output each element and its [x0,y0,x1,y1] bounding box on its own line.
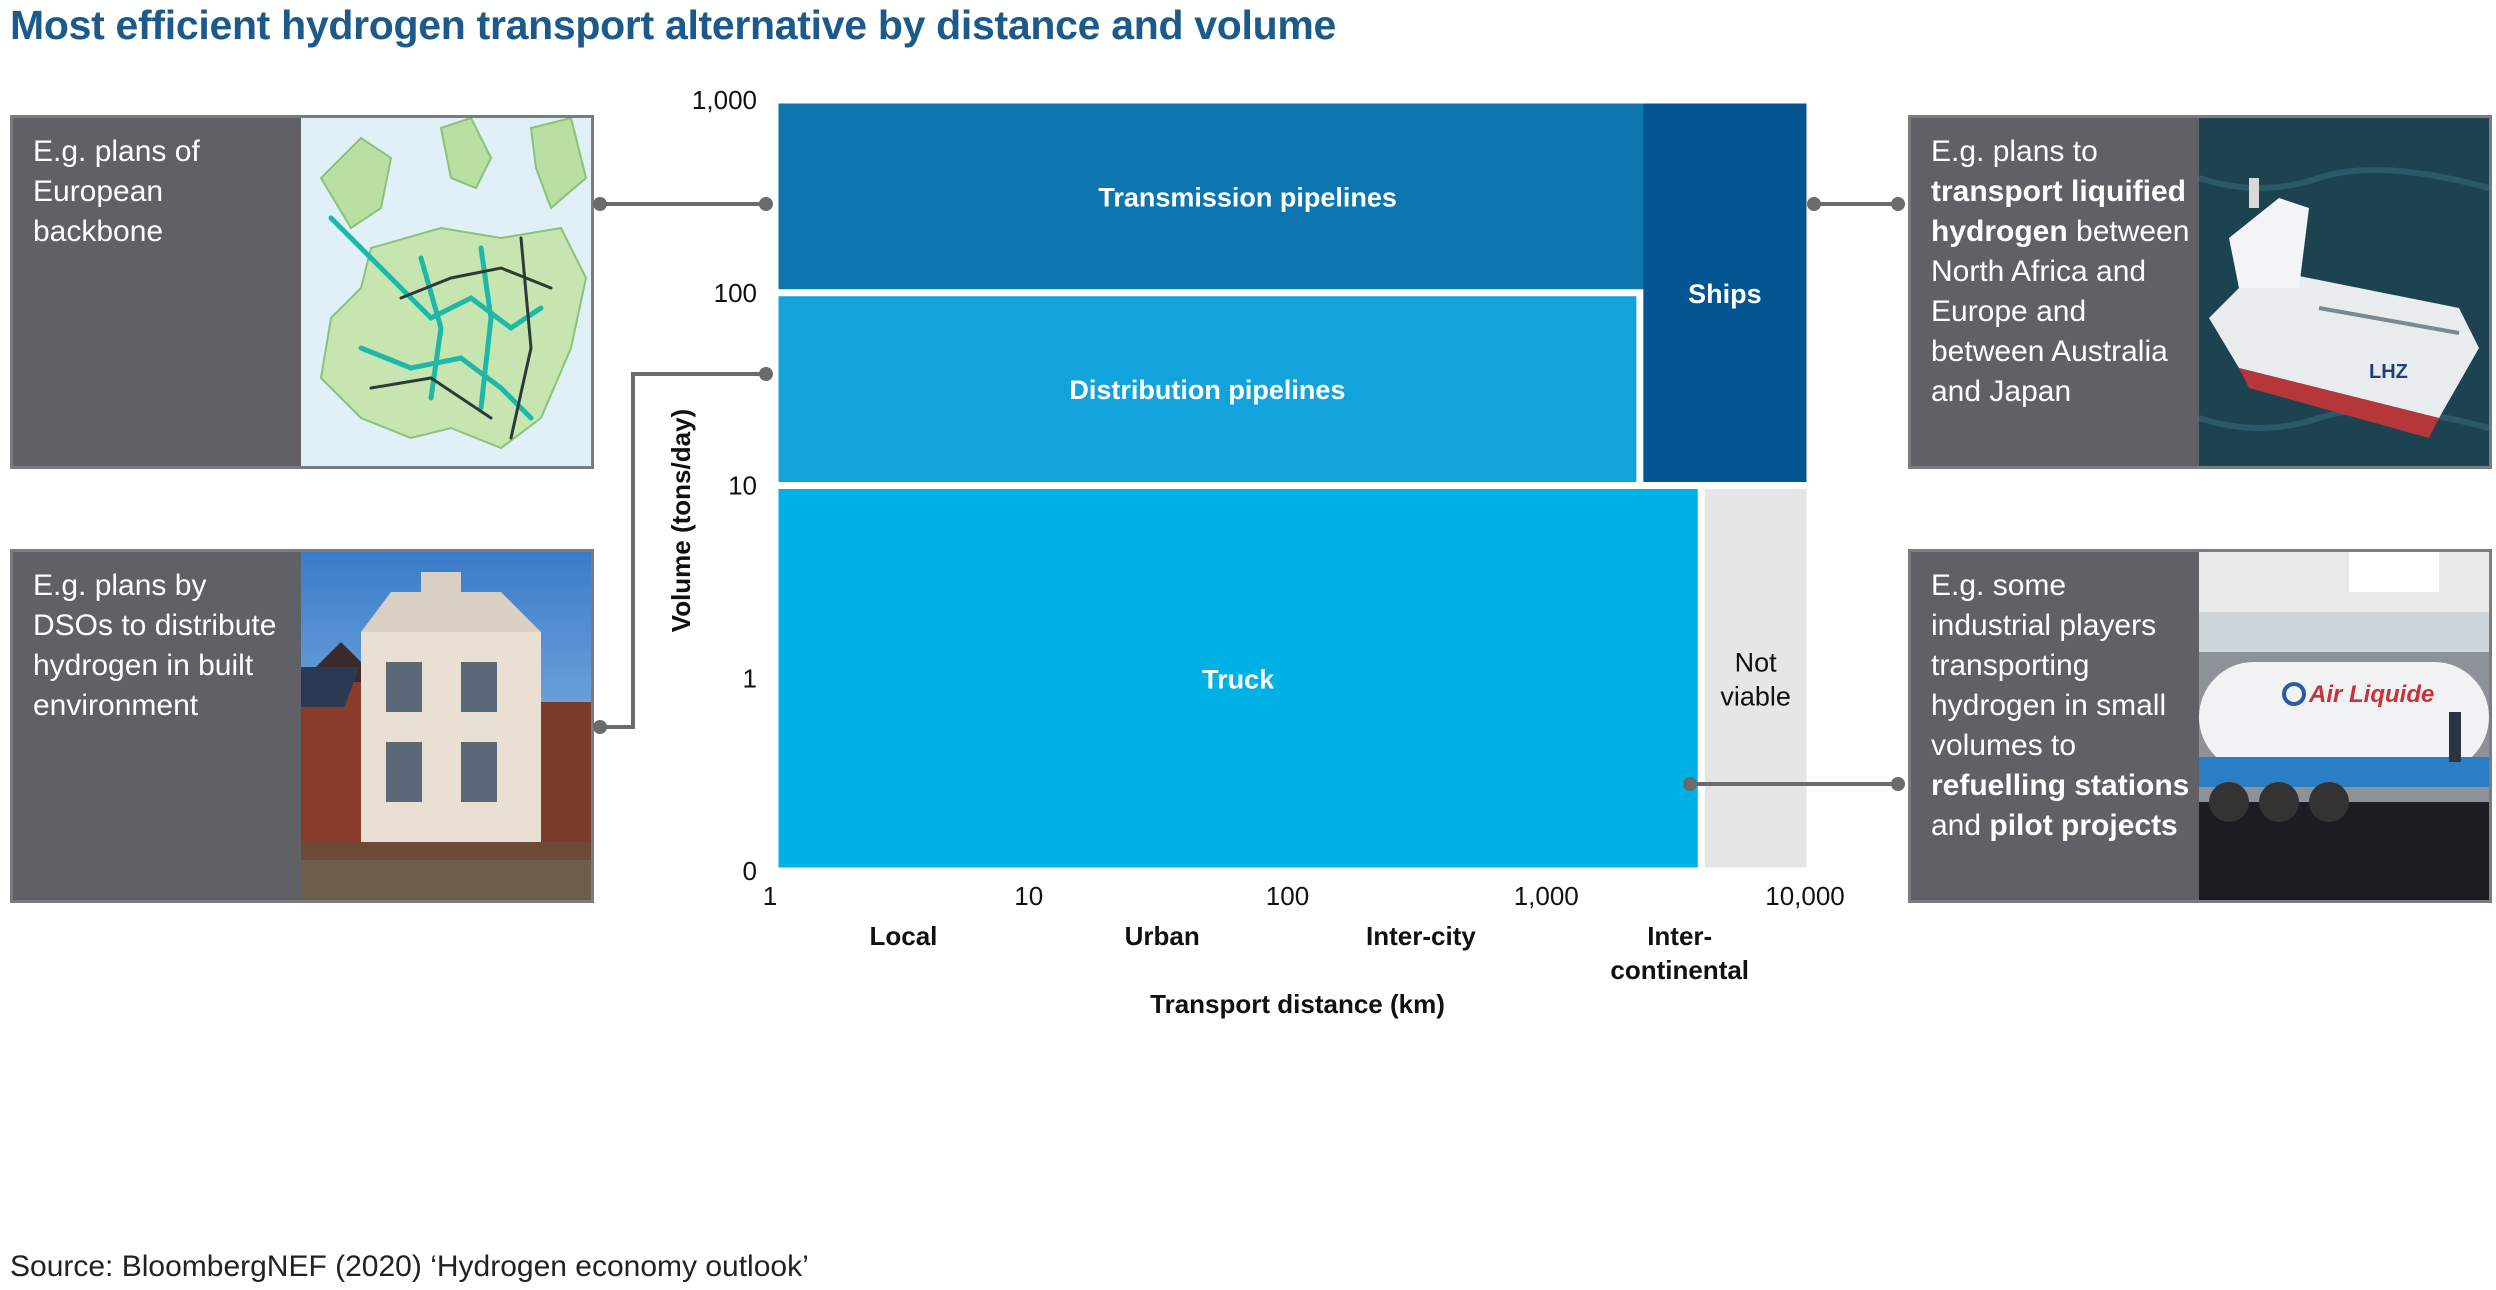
card-truck-text-mid: and [1931,809,1990,842]
connector-ships [1807,197,1905,211]
region-label-ships: Ships [1688,279,1762,309]
europe-map-icon [301,118,591,466]
card-ships-text-post: between North Africa and Europe and betw… [1931,215,2190,408]
air-liquide-logo: Air Liquide [2308,681,2434,708]
region-label-layer: Transmission pipelines Distribution pipel… [1069,182,1790,711]
x-tick-label: 100 [1266,881,1309,911]
region-label-not-viable: Not viable [1720,647,1791,711]
region-truck [778,489,1698,868]
card-dso: E.g. plans by DSOs to distribute hydroge… [10,549,594,903]
y-tick-label: 100 [714,278,757,308]
card-truck-text-bold1: refuelling stations [1931,769,2190,802]
transport-chart: Transmission pipelines Distribution pipel… [593,85,1905,1019]
region-layer [778,103,1807,868]
connector-layer [593,197,1905,791]
card-truck-text-bold2: pilot projects [1989,809,2178,842]
svg-text:LHZ: LHZ [2369,361,2408,383]
connector-dso [593,367,773,734]
y-tick-label: 0 [743,856,757,886]
region-label-distribution-pipelines: Distribution pipelines [1069,375,1345,405]
card-ships-text: E.g. plans to transport liquified hydrog… [1931,132,2191,412]
y-tick-label: 1 [743,663,757,693]
card-ships: E.g. plans to transport liquified hydrog… [1908,115,2492,469]
x-category-inter-continental: Inter-continental [1610,921,1749,985]
card-european-backbone: E.g. plans of European backbone [10,115,594,469]
region-transmission-pipelines [778,103,1717,290]
card-truck-text: E.g. some industrial players transportin… [1931,566,2191,846]
region-not-viable [1704,489,1807,868]
house-photo-icon [301,552,591,900]
x-tick-label: 10,000 [1765,881,1845,911]
x-category-urban: Urban [1125,921,1200,951]
x-category-local: Local [869,921,937,951]
y-axis-label: Volume (tons/day) [666,409,696,632]
tanker-truck-photo-icon: Air Liquide [2199,552,2489,900]
region-label-truck: Truck [1202,664,1275,694]
ship-photo-icon: LHZ [2199,118,2489,466]
connector-truck [1683,777,1905,791]
x-tick-label: 1,000 [1514,881,1579,911]
source-note: Source: BloombergNEF (2020) ‘Hydrogen ec… [10,1250,809,1283]
x-tick-label: 1 [763,881,777,911]
region-label-transmission-pipelines: Transmission pipelines [1098,182,1397,212]
card-ships-text-bold: transport liquified hydrogen [1931,175,2186,248]
region-ships [1643,103,1807,482]
x-tick-label: 10 [1014,881,1043,911]
card-ships-text-pre: E.g. plans to [1931,135,2098,168]
card-european-backbone-text: E.g. plans of European backbone [33,135,200,248]
card-truck-text-pre: E.g. some industrial players transportin… [1931,569,2167,762]
connector-european-backbone [593,197,773,211]
region-distribution-pipelines [778,296,1637,482]
page-title: Most efficient hydrogen transport altern… [10,2,1337,48]
y-tick-label: 1,000 [692,85,757,115]
x-category-inter-city: Inter-city [1366,921,1476,951]
card-dso-text: E.g. plans by DSOs to distribute hydroge… [33,569,277,722]
x-axis-label: Transport distance (km) [1150,989,1445,1019]
y-tick-label: 10 [728,471,757,501]
card-truck: E.g. some industrial players transportin… [1908,549,2492,903]
